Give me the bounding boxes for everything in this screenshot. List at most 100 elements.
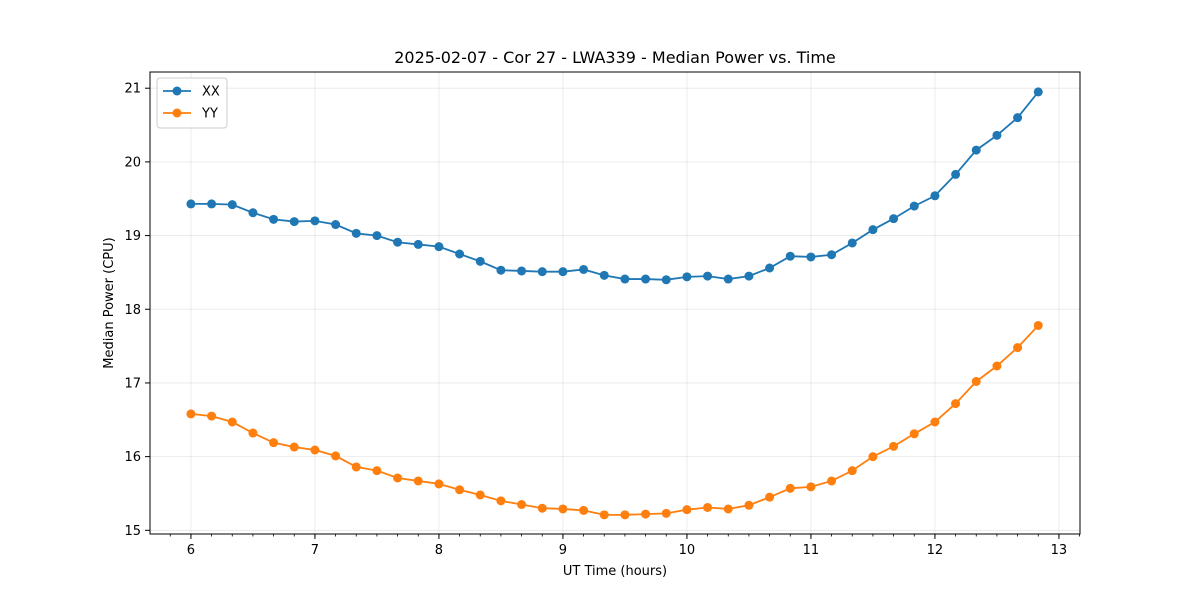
data-point-xx xyxy=(455,249,465,259)
data-point-yy xyxy=(951,399,961,409)
x-tick-label: 12 xyxy=(927,543,944,558)
data-point-xx xyxy=(951,169,961,179)
data-point-yy xyxy=(765,492,775,502)
data-point-yy xyxy=(310,445,320,455)
grid-lines xyxy=(150,72,1080,534)
data-point-yy xyxy=(847,466,857,476)
plot-frame xyxy=(149,71,1081,535)
y-tick-label: 18 xyxy=(124,303,141,318)
data-point-xx xyxy=(682,272,692,282)
data-point-xx xyxy=(248,208,258,218)
data-point-yy xyxy=(207,411,217,421)
x-tick-label: 11 xyxy=(803,543,820,558)
data-point-yy xyxy=(641,509,651,519)
series-xx xyxy=(186,87,1043,285)
data-point-xx xyxy=(641,274,651,284)
data-point-yy xyxy=(703,502,713,512)
data-point-yy xyxy=(579,505,589,515)
data-point-xx xyxy=(827,250,837,260)
data-point-xx xyxy=(558,267,568,277)
data-point-xx xyxy=(889,214,899,224)
y-axis-label: Median Power (CPU) xyxy=(102,237,117,368)
legend-marker xyxy=(172,86,182,96)
data-point-xx xyxy=(269,214,279,224)
data-point-xx xyxy=(785,251,795,261)
data-point-xx xyxy=(971,145,981,155)
data-point-yy xyxy=(455,485,465,495)
x-tick-label: 8 xyxy=(435,543,443,558)
data-point-xx xyxy=(847,238,857,248)
data-point-yy xyxy=(909,429,919,439)
legend: XX YY xyxy=(156,77,228,129)
data-point-yy xyxy=(806,482,816,492)
data-point-yy xyxy=(372,466,382,476)
y-tick-label: 20 xyxy=(124,155,141,170)
data-point-yy xyxy=(1033,320,1043,330)
data-point-xx xyxy=(475,256,485,266)
data-point-xx xyxy=(806,252,816,262)
data-point-yy xyxy=(248,428,258,438)
data-point-yy xyxy=(393,473,403,483)
data-point-yy xyxy=(889,441,899,451)
data-point-yy xyxy=(496,496,506,506)
data-point-yy xyxy=(868,452,878,462)
legend-label: XX xyxy=(202,85,220,100)
data-point-yy xyxy=(517,500,527,510)
data-point-yy xyxy=(475,490,485,500)
data-point-yy xyxy=(827,476,837,486)
data-point-xx xyxy=(207,199,217,209)
data-point-xx xyxy=(496,265,506,275)
data-point-xx xyxy=(992,130,1002,140)
x-tick-label: 9 xyxy=(559,543,567,558)
data-point-xx xyxy=(579,264,589,274)
data-point-yy xyxy=(661,508,671,518)
data-point-yy xyxy=(682,505,692,515)
data-point-yy xyxy=(269,438,279,448)
data-point-yy xyxy=(971,376,981,386)
y-tick-label: 21 xyxy=(124,82,141,97)
data-point-yy xyxy=(723,504,733,514)
data-point-xx xyxy=(351,228,361,238)
y-tick-label: 16 xyxy=(124,450,141,465)
data-point-yy xyxy=(331,451,341,461)
y-tick-label: 17 xyxy=(124,376,141,391)
x-tick-label: 10 xyxy=(679,543,696,558)
data-point-xx xyxy=(930,191,940,201)
data-point-yy xyxy=(620,510,630,520)
data-point-xx xyxy=(227,200,237,210)
axes: 6 7 8 9 10 11 12 13 15 16 17 18 19 20 21 xyxy=(124,82,1080,558)
y-tick-label: 15 xyxy=(124,524,141,539)
data-point-yy xyxy=(351,462,361,472)
data-point-yy xyxy=(785,483,795,493)
data-point-xx xyxy=(661,275,671,285)
data-point-yy xyxy=(1013,343,1023,353)
x-axis-label: UT Time (hours) xyxy=(563,564,667,579)
chart-title: 2025-02-07 - Cor 27 - LWA339 - Median Po… xyxy=(394,48,836,67)
data-point-yy xyxy=(992,361,1002,371)
series-yy xyxy=(186,320,1043,520)
data-point-yy xyxy=(599,510,609,520)
data-point-xx xyxy=(744,271,754,281)
data-point-yy xyxy=(434,479,444,489)
data-point-yy xyxy=(744,500,754,510)
data-point-xx xyxy=(1013,113,1023,123)
data-point-xx xyxy=(723,274,733,284)
data-point-yy xyxy=(930,417,940,427)
series-layer xyxy=(186,87,1043,520)
data-point-xx xyxy=(765,263,775,273)
data-point-xx xyxy=(909,201,919,211)
data-point-xx xyxy=(868,225,878,235)
data-point-xx xyxy=(434,242,444,252)
data-point-yy xyxy=(186,409,196,419)
data-point-yy xyxy=(227,417,237,427)
data-point-xx xyxy=(620,274,630,284)
data-point-xx xyxy=(1033,87,1043,97)
data-point-xx xyxy=(310,216,320,226)
legend-marker xyxy=(172,108,182,118)
data-point-xx xyxy=(703,271,713,281)
data-point-xx xyxy=(372,231,382,241)
data-point-yy xyxy=(289,442,299,452)
data-point-xx xyxy=(331,220,341,230)
y-tick-label: 19 xyxy=(124,229,141,244)
